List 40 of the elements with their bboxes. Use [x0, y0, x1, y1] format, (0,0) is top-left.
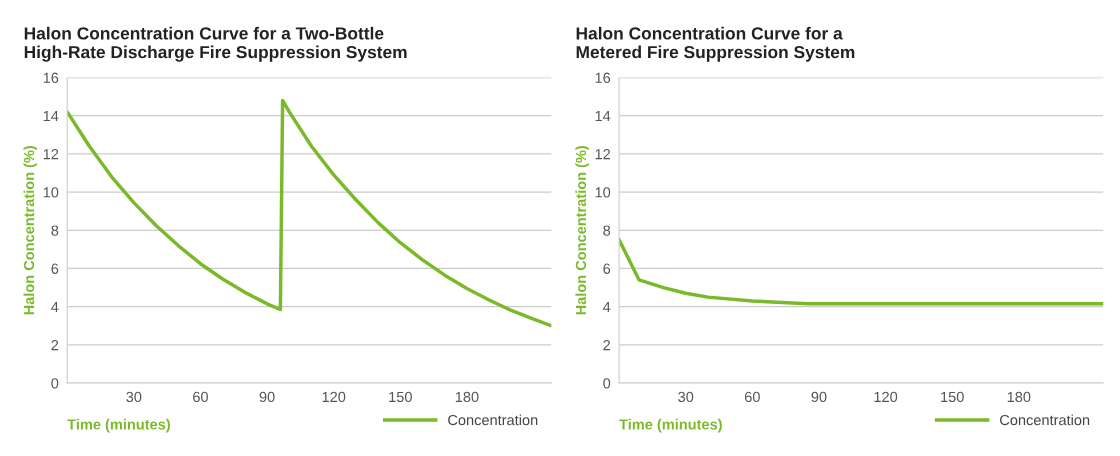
line-series: [619, 238, 1104, 306]
y-tick-label: 14: [595, 110, 611, 121]
y-tick-label: 0: [51, 378, 59, 389]
y-tick-label: 8: [51, 225, 59, 236]
legend-label: Concentration: [1000, 414, 1090, 426]
chart-title: Halon Concentration Curve for a Metered Fire Suppression System: [576, 26, 855, 62]
x-tick-label: 30: [678, 391, 694, 403]
x-tick-label: 120: [874, 391, 898, 403]
x-tick-label: 60: [193, 391, 208, 403]
y-tick-label: 16: [595, 72, 611, 83]
y-tick-label: 16: [43, 72, 59, 83]
y-tick-label: 2: [603, 339, 611, 351]
y-axis-title: Halon Concentration (%): [575, 145, 589, 315]
y-tick-label: 8: [603, 225, 611, 236]
x-tick-label: 30: [126, 391, 142, 403]
x-tick-label: 120: [322, 391, 346, 403]
y-tick-label: 2: [51, 339, 59, 351]
line-series: [67, 98, 552, 328]
x-tick-label: 150: [941, 391, 964, 403]
y-tick-label: 12: [595, 149, 611, 160]
x-tick-label: 90: [259, 391, 275, 403]
x-tick-label: 90: [811, 391, 827, 403]
y-axis-title: Halon Concentration (%): [23, 145, 38, 315]
legend-label: Concentration: [448, 414, 538, 426]
y-tick-label: 10: [43, 187, 59, 198]
x-axis-title: Time (minutes): [619, 418, 722, 433]
x-tick-label: 180: [1007, 391, 1031, 403]
chart-title: Halon Concentration Curve for a Two-Bottle High-Rate Discharge Fire Suppression System: [24, 26, 407, 62]
x-tick-label: 180: [455, 391, 479, 403]
y-tick-label: 4: [51, 301, 59, 312]
y-tick-label: 6: [603, 263, 611, 274]
x-tick-label: 60: [744, 391, 760, 403]
x-axis-title: Time (minutes): [67, 418, 170, 433]
y-tick-label: 0: [603, 378, 611, 389]
y-tick-label: 12: [43, 149, 59, 160]
y-tick-label: 6: [51, 263, 59, 274]
y-tick-label: 14: [43, 110, 59, 121]
y-tick-label: 10: [595, 187, 611, 198]
x-tick-label: 150: [389, 391, 412, 403]
y-tick-label: 4: [602, 301, 611, 312]
